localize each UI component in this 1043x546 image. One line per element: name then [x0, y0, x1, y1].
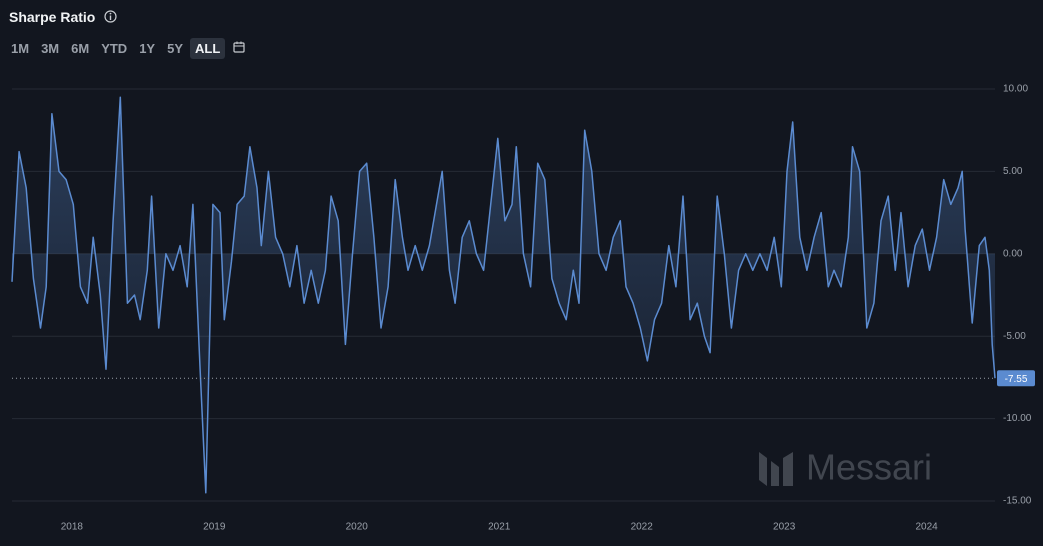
- x-tick-label: 2024: [915, 522, 938, 533]
- range-button[interactable]: 1M: [11, 41, 30, 56]
- range-button[interactable]: 5Y: [167, 41, 183, 56]
- watermark: Messari: [759, 447, 932, 488]
- range-button[interactable]: 3M: [41, 41, 60, 56]
- y-tick-label: -10.00: [1003, 413, 1032, 424]
- last-value-badge: [997, 370, 1035, 387]
- last-value-label: -7.55: [1005, 374, 1028, 385]
- chart-title: Sharpe Ratio: [9, 9, 96, 25]
- calendar-icon[interactable]: [233, 41, 245, 53]
- range-button[interactable]: ALL: [190, 38, 226, 59]
- y-tick-label: -5.00: [1003, 331, 1026, 342]
- y-tick-label: 0.00: [1003, 248, 1023, 259]
- x-tick-label: 2019: [203, 522, 226, 533]
- range-button[interactable]: YTD: [101, 41, 128, 56]
- line: [11, 96, 996, 494]
- x-tick-label: 2020: [346, 522, 369, 533]
- range-toolbar: 1M 3M 6M YTD 1Y 5Y ALL: [6, 38, 245, 59]
- range-button[interactable]: 1Y: [139, 41, 156, 56]
- x-tick-label: 2018: [61, 522, 84, 533]
- x-tick-label: 2021: [488, 522, 511, 533]
- x-tick-label: 2023: [773, 522, 796, 533]
- y-tick-label: 5.00: [1003, 166, 1023, 177]
- line-area: [12, 97, 995, 493]
- x-tick-label: 2022: [631, 522, 654, 533]
- info-icon[interactable]: [104, 10, 117, 23]
- watermark-text: Messari: [806, 447, 932, 488]
- y-tick-label: -15.00: [1003, 496, 1032, 507]
- y-tick-label: 10.00: [1003, 84, 1028, 95]
- range-button[interactable]: 6M: [71, 41, 90, 56]
